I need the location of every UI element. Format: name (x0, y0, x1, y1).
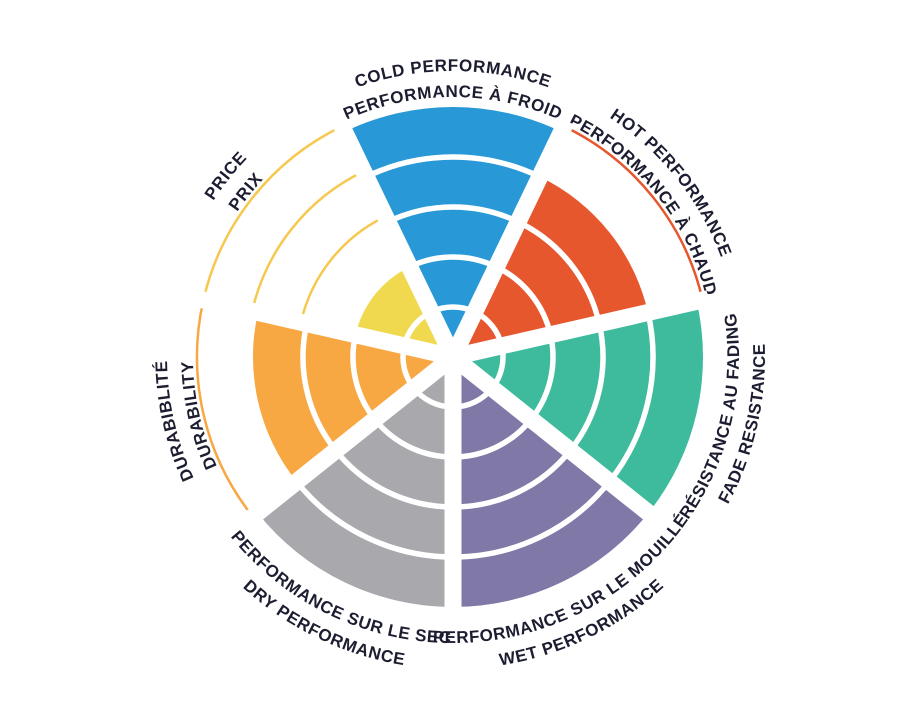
sector-spoke (445, 117, 575, 361)
sector-fade-resistance-ring-separator (568, 323, 606, 453)
sector-hot-performance-ring-separator (516, 219, 602, 325)
sector-cold-performance-ring-separator (365, 154, 541, 180)
sector-durability-empty-ring-outline (195, 298, 255, 518)
sector-spoke (451, 290, 711, 366)
sector-price-empty-ring-outline (202, 125, 344, 302)
sector-cold-performance-ring-separator (386, 204, 520, 225)
sector-fade-resistance-ring-separator (607, 311, 656, 484)
sector-price-empty-ring-outline (299, 215, 387, 324)
sector-dry-performance-wedge (257, 357, 453, 607)
sector-cold-performance-ring-separator (408, 254, 498, 270)
sector-hot-performance-empty-ring-outline (562, 125, 704, 302)
sector-wet-performance-ring-separator (452, 479, 612, 560)
sector-spoke (447, 350, 664, 527)
sector-wet-performance-ring-separator (452, 448, 573, 510)
sector-spoke (242, 350, 459, 527)
sector-dry-performance-ring-separator (372, 417, 454, 460)
sector-fade-resistance-ring-separator (529, 334, 556, 422)
sector-spoke (331, 117, 461, 361)
sector-cold-performance-wedge (344, 107, 562, 357)
sector-durability-ring-separator (300, 323, 338, 453)
sector-fade-resistance-wedge (453, 301, 703, 513)
sector-wet-performance-wedge (453, 357, 649, 607)
sector-dry-performance-ring-separator (333, 448, 454, 510)
sector-durability-ring-separator (350, 334, 377, 422)
sector-wet-performance-ring-separator (452, 417, 534, 460)
sector-price-empty-ring-outline (250, 170, 365, 313)
sector-hot-performance-wedge (453, 176, 648, 357)
sector-hot-performance-label-text1: HOT PERFORMANCE (607, 105, 735, 260)
sector-spokes (195, 117, 711, 619)
sector-hot-performance-ring-separator (495, 264, 554, 336)
sector-hot-performance-label-line1: HOT PERFORMANCE (607, 105, 735, 260)
sector-spoke (195, 290, 455, 366)
sector-dry-performance-ring-separator (294, 479, 454, 560)
